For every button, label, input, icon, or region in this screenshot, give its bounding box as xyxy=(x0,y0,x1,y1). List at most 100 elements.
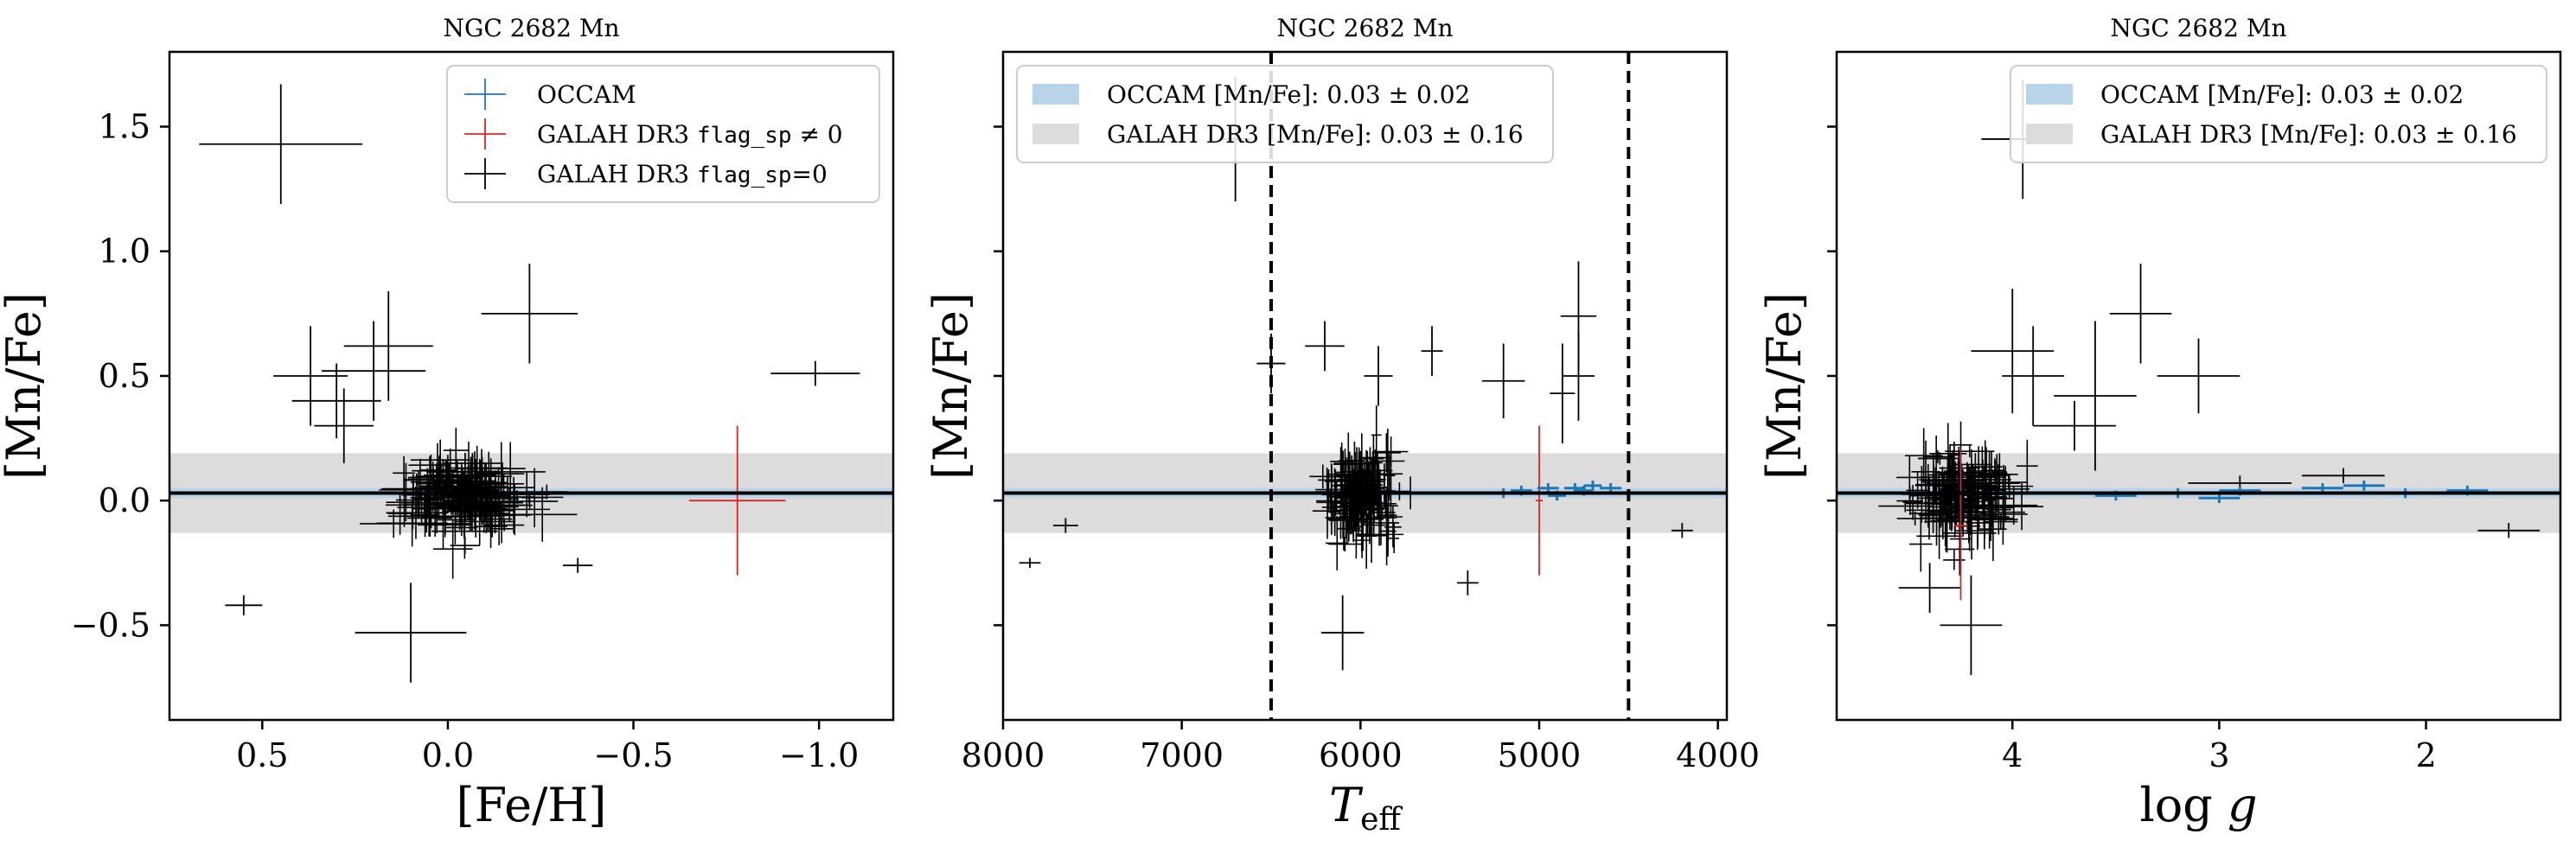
data-point-galah xyxy=(355,583,467,683)
panel-title: NGC 2682 Mn xyxy=(443,14,619,42)
data-point-galah-core xyxy=(1333,457,1363,470)
panel-title: NGC 2682 Mn xyxy=(2110,14,2286,42)
data-point-galah-core xyxy=(1355,503,1377,570)
data-point-galah-core xyxy=(1909,516,1933,572)
legend-swatch xyxy=(2026,124,2073,144)
data-point-galah xyxy=(1052,518,1078,533)
data-point-galah-core xyxy=(1360,449,1391,467)
x-tick-label: 0.5 xyxy=(236,736,288,774)
data-point-galah-core xyxy=(445,519,478,536)
data-point-galah-core xyxy=(432,519,473,579)
data-point-galah-core xyxy=(419,443,456,498)
data-point-galah-core xyxy=(1358,473,1386,486)
data-point-galah xyxy=(1671,523,1693,538)
data-point-occam xyxy=(2343,481,2385,491)
data-point-galah-core xyxy=(408,455,451,474)
data-point-galah-core xyxy=(1373,494,1398,518)
y-axis-label: [Mn/Fe] xyxy=(924,292,978,480)
data-point-galah-core xyxy=(461,506,509,521)
data-point-galah-core xyxy=(439,442,498,501)
legend-label: GALAH DR3 [Mn/Fe]: 0.03 ± 0.16 xyxy=(1107,120,1524,149)
x-tick-label: 0.0 xyxy=(422,736,474,774)
data-point-galah xyxy=(199,84,363,204)
y-tick-label: 0.0 xyxy=(99,481,150,519)
data-point-galah xyxy=(225,595,263,615)
data-point-galah-core xyxy=(1341,483,1364,499)
data-point-galah-core xyxy=(1934,473,1978,500)
data-point-galah xyxy=(1550,343,1576,443)
data-point-galah xyxy=(1562,331,1595,421)
data-point-galah xyxy=(343,290,433,401)
data-point-galah-core xyxy=(1367,456,1381,522)
data-point-galah xyxy=(2109,264,2172,364)
legend-label: OCCAM [Mn/Fe]: 0.03 ± 0.02 xyxy=(1107,80,1470,109)
legend-swatch xyxy=(2026,84,2073,105)
data-point-galah-core xyxy=(1942,511,1958,530)
data-point-galah xyxy=(291,363,381,439)
data-point-galah-core xyxy=(1942,515,1997,551)
data-point-galah-core xyxy=(1967,495,2014,541)
legend-box xyxy=(1016,65,1554,163)
data-point-galah-core xyxy=(1952,488,1971,528)
legend-swatch xyxy=(1032,84,1079,105)
legend-box xyxy=(446,65,880,203)
data-point-galah xyxy=(1421,326,1443,376)
x-tick-label: 7000 xyxy=(1140,736,1224,774)
data-point-galah xyxy=(2002,326,2065,426)
plot-frame xyxy=(1835,50,2562,722)
x-tick-label: 8000 xyxy=(962,736,1045,774)
x-tick-label: 3 xyxy=(2208,736,2229,774)
data-point-galah-core xyxy=(1916,478,1942,519)
y-tick-label: −0.5 xyxy=(71,606,150,644)
data-point-galah-core xyxy=(1387,482,1412,500)
data-point-galah-core xyxy=(410,439,470,481)
data-point-galah-core xyxy=(480,476,535,500)
plot-area xyxy=(169,84,893,683)
data-point-galah-core xyxy=(1347,487,1359,503)
data-point-galah-core xyxy=(444,491,516,521)
data-point-galah xyxy=(273,326,348,426)
data-point-occam xyxy=(1583,481,1602,491)
data-point-galah-core xyxy=(1374,463,1395,486)
data-point-galah-core xyxy=(1916,513,1962,559)
legend-box xyxy=(2010,65,2547,163)
data-point-galah-flagged xyxy=(1535,425,1544,576)
data-point-galah-core xyxy=(412,488,449,537)
y-axis-label: [Mn/Fe] xyxy=(0,292,51,480)
data-point-galah-core xyxy=(1316,469,1347,535)
plot-frame xyxy=(1001,50,1729,722)
chart-panel-3: 4 3 2 NGC 2682 Mn [Mn/Fe] log g OCCAM [Mn/Fe]:… xyxy=(1757,14,2562,832)
x-axis-label: Teff xyxy=(1329,778,1403,837)
data-point-galah-core xyxy=(436,494,475,544)
data-point-galah-core xyxy=(474,505,508,548)
data-point-galah-core xyxy=(1909,463,1947,528)
data-point-galah-core xyxy=(418,512,473,538)
data-point-galah-core xyxy=(1960,467,2008,480)
legend-label: GALAH DR3 flag_sp ≠ 0 xyxy=(537,120,843,149)
data-point-galah xyxy=(2054,321,2137,471)
x-axis-label: [Fe/H] xyxy=(457,778,607,832)
plot-frame xyxy=(168,50,895,722)
data-point-galah xyxy=(2157,338,2240,414)
data-point-galah xyxy=(1898,563,1961,613)
y-tick-label: 1.5 xyxy=(99,108,150,146)
legend-label: GALAH DR3 [Mn/Fe]: 0.03 ± 0.16 xyxy=(2100,120,2517,149)
data-point-galah-core xyxy=(460,481,503,521)
data-point-galah xyxy=(1940,575,2003,676)
data-point-galah-core xyxy=(1973,499,1996,517)
data-point-galah-core xyxy=(1966,446,1998,506)
data-point-galah xyxy=(1019,557,1041,569)
legend: OCCAM GALAH DR3 flag_sp ≠ 0 GALAH DR3 flag… xyxy=(446,65,880,203)
data-point-galah xyxy=(562,557,593,573)
data-point-galah-core xyxy=(1325,515,1349,571)
data-point-galah-core xyxy=(1904,428,1943,484)
data-point-galah-core xyxy=(1351,449,1382,513)
data-point-galah-flagged xyxy=(1954,450,1967,601)
data-point-galah-core xyxy=(1368,505,1396,520)
data-point-galah-core xyxy=(1389,523,1400,554)
x-tick-label: −1.0 xyxy=(779,736,859,774)
data-point-galah-core xyxy=(1315,469,1342,511)
plot-area xyxy=(1003,52,1727,720)
data-point-galah-core xyxy=(1327,503,1342,537)
data-point-galah xyxy=(1481,343,1525,418)
